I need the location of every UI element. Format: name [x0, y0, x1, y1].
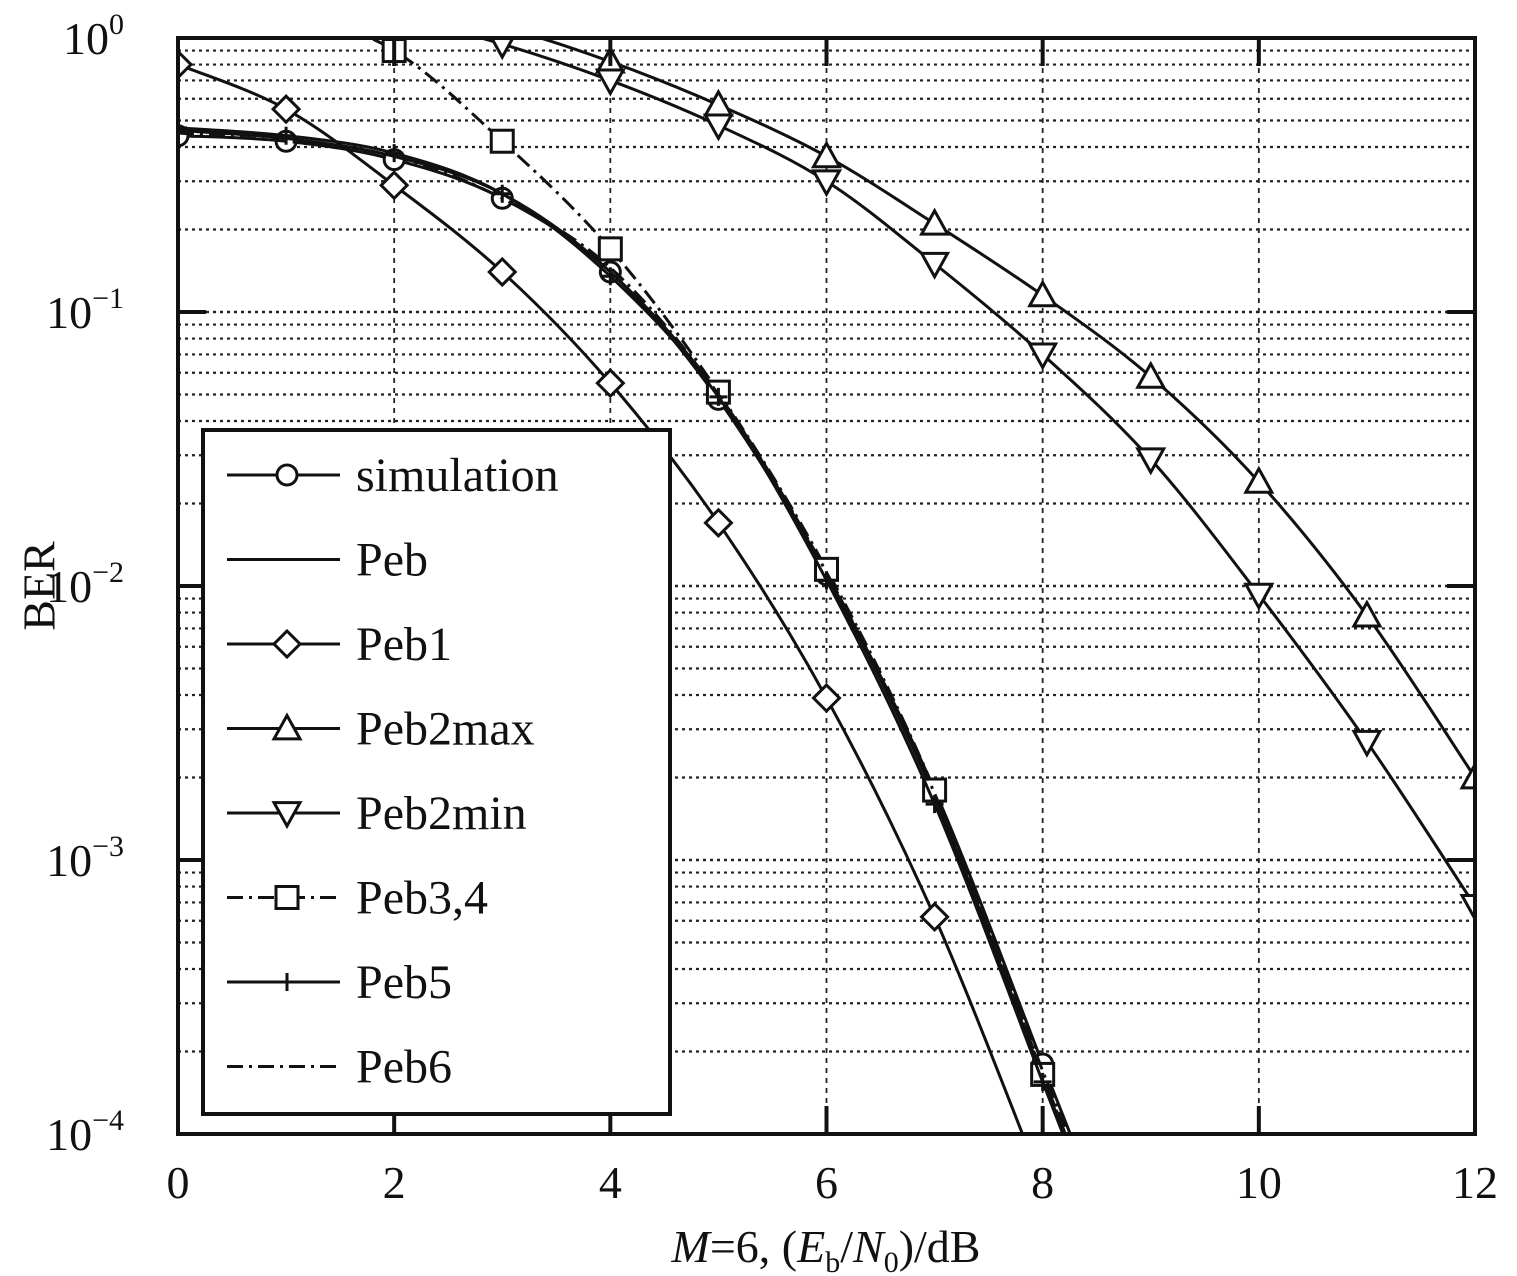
series-peb2max-marker: [1243, 465, 1275, 494]
series-peb2min-marker: [810, 169, 843, 198]
series-peb2max-marker: [1135, 360, 1167, 389]
series-peb2min-marker: [1027, 342, 1059, 371]
legend-peb1-label: Peb1: [356, 618, 452, 671]
series-peb2max-marker: [810, 140, 843, 169]
y-tick-label: 100: [63, 8, 124, 64]
legend-peb: Peb: [227, 534, 428, 587]
series-peb2min-marker: [1459, 893, 1475, 922]
x-axis-title-prefix: =6, (: [710, 1221, 797, 1272]
series-peb2min-marker: [594, 68, 626, 97]
legend-peb6: Peb6: [227, 1041, 452, 1094]
series-peb1-marker: [811, 682, 842, 714]
series-peb2min-marker: [702, 113, 734, 142]
series-peb2min-marker: [919, 251, 951, 280]
legend-simulation-marker-sample: [275, 463, 299, 487]
series-peb1-marker: [270, 94, 302, 125]
series-peb1-marker: [919, 901, 950, 933]
x-tick-label: 2: [383, 1157, 406, 1208]
y-tick-label: 10−4: [46, 1104, 124, 1160]
y-tick-label-base: 10: [46, 835, 92, 886]
series-peb2max-marker: [1459, 761, 1475, 790]
legend-peb5: Peb5: [227, 956, 452, 1009]
series-peb2max-marker: [1351, 599, 1383, 628]
series-peb5-marker: [1033, 1072, 1052, 1091]
series-peb2min-marker: [1351, 729, 1383, 758]
series-peb1-marker: [379, 170, 410, 201]
grid: [178, 38, 1475, 1134]
legend-peb2max: Peb2max: [227, 703, 535, 756]
y-tick-label-exponent: 0: [109, 8, 124, 41]
series-layer: [178, 38, 1475, 1134]
y-tick-label-exponent: −1: [92, 282, 124, 315]
legend-peb6-label: Peb6: [356, 1041, 452, 1094]
series-peb2min-marker: [1243, 582, 1275, 611]
series-peb5-marker: [601, 267, 620, 286]
y-tick-label-base: 10: [46, 561, 92, 612]
y-axis-title: BER: [14, 541, 65, 631]
legend: simulation Peb Peb1 Peb2max Peb2min Peb3,4 Peb…: [201, 428, 672, 1116]
legend-peb-label: Peb: [356, 534, 428, 587]
legend-simulation: simulation: [227, 449, 559, 502]
series-peb1-marker: [703, 507, 734, 538]
series-peb1-marker: [595, 368, 626, 399]
series-peb2max-marker: [919, 207, 951, 236]
series-peb5-marker: [178, 118, 187, 137]
legend-peb3-4: Peb3,4: [227, 872, 488, 925]
y-tick-label-exponent: −4: [92, 1104, 124, 1137]
y-tick-label-exponent: −2: [92, 556, 124, 589]
legend-peb5-marker-sample: [278, 973, 296, 991]
y-tick-label-exponent: −3: [92, 830, 124, 863]
legend-entries: simulation Peb Peb1 Peb2max Peb2min Peb3,4 Peb…: [227, 449, 559, 1094]
x-axis-title-n: N: [852, 1221, 886, 1272]
legend-peb2min-label: Peb2min: [356, 787, 527, 840]
x-axis-title-e-sub: b: [825, 1246, 840, 1276]
x-axis-title-suffix: )/dB: [899, 1221, 981, 1272]
x-tick-label: 0: [167, 1157, 190, 1208]
x-tick-label: 12: [1452, 1157, 1498, 1208]
y-tick-label-base: 10: [46, 287, 92, 338]
legend-box: [201, 428, 672, 1116]
y-tick-label: 10−3: [46, 830, 124, 886]
legend-peb2max-label: Peb2max: [356, 703, 535, 756]
y-tick-label: 10−2: [46, 556, 124, 612]
series-peb6: [178, 131, 1069, 1134]
legend-peb2max-marker-sample: [271, 712, 303, 741]
series-peb2min: [475, 38, 1475, 922]
x-axis-title-e: E: [796, 1221, 825, 1272]
x-tick-label: 10: [1236, 1157, 1282, 1208]
series-peb3-4-marker: [489, 128, 515, 154]
series-peb2max: [486, 38, 1475, 790]
legend-peb3-4-label: Peb3,4: [356, 872, 488, 925]
legend-simulation-label: simulation: [356, 449, 559, 502]
series-peb6-line: [178, 131, 1069, 1134]
series-peb1-marker: [487, 256, 518, 288]
y-tick-label-base: 10: [46, 1109, 92, 1160]
x-tick-label: 4: [599, 1157, 622, 1208]
series-peb1-marker: [178, 49, 194, 80]
x-tick-label: 6: [815, 1157, 838, 1208]
series-peb2min-marker: [489, 38, 515, 61]
series-peb5-marker: [385, 144, 404, 163]
y-tick-label: 10−1: [46, 282, 124, 338]
legend-peb1: Peb1: [227, 618, 452, 671]
x-axis-title: M=6, (Eb/N0)/dB: [671, 1221, 981, 1276]
legend-peb5-label: Peb5: [356, 956, 452, 1009]
legend-peb1-marker-sample: [271, 628, 303, 660]
x-axis-title-m: M: [671, 1221, 713, 1272]
y-tick-label-base: 10: [63, 13, 109, 64]
legend-peb2min: Peb2min: [227, 787, 527, 840]
x-tick-label: 8: [1031, 1157, 1054, 1208]
series-peb3-4-marker: [597, 236, 623, 262]
series-peb2max-marker: [1027, 279, 1059, 308]
legend-peb3-4-marker-sample: [274, 885, 300, 910]
x-axis-title-slash: /: [840, 1221, 853, 1272]
x-axis-title-n-sub: 0: [884, 1246, 899, 1276]
series-peb2min-marker: [1135, 447, 1167, 476]
legend-peb2min-marker-sample: [271, 801, 303, 830]
